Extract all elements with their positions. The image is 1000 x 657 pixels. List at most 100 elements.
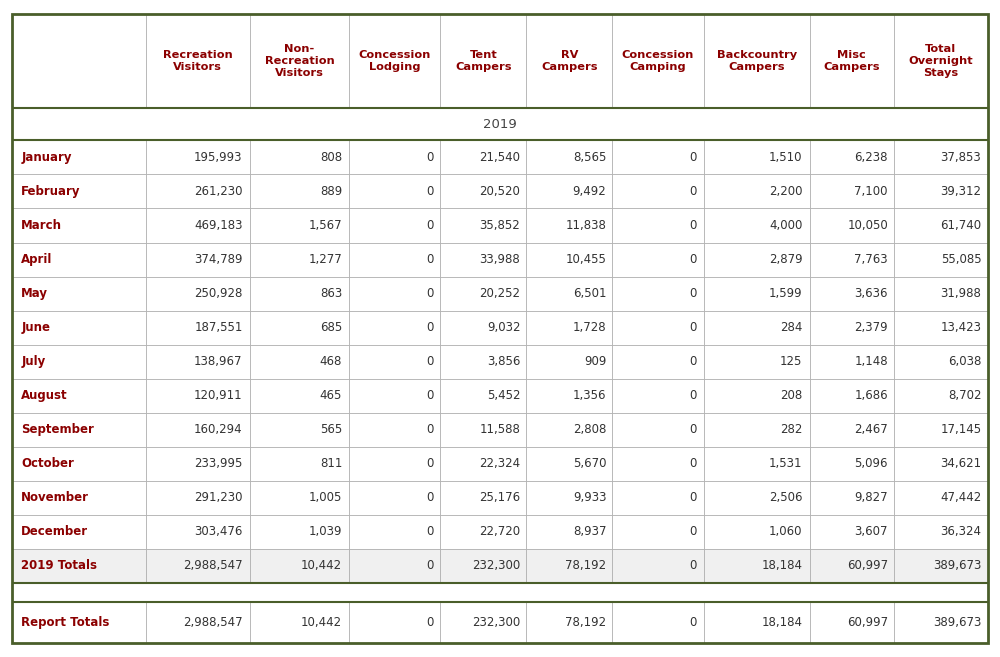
Bar [526, 549, 612, 583]
Bar [810, 514, 894, 549]
Bar [526, 413, 612, 447]
Text: 8,702: 8,702 [948, 389, 981, 402]
Bar [704, 311, 810, 344]
Text: 468: 468 [320, 355, 342, 368]
Text: 284: 284 [780, 321, 802, 334]
Bar [349, 413, 440, 447]
Text: 2019 Totals: 2019 Totals [21, 559, 97, 572]
Text: 160,294: 160,294 [194, 423, 243, 436]
Text: 1,567: 1,567 [309, 219, 342, 232]
Bar [704, 175, 810, 208]
Text: 909: 909 [584, 355, 606, 368]
Bar [526, 602, 612, 643]
Bar [440, 277, 526, 311]
Text: 17,145: 17,145 [940, 423, 981, 436]
Bar [146, 242, 250, 277]
Bar [526, 141, 612, 175]
Bar [440, 602, 526, 643]
Text: 3,607: 3,607 [854, 525, 888, 538]
Bar [612, 344, 704, 378]
Text: November: November [21, 491, 89, 504]
Bar [810, 242, 894, 277]
Text: 47,442: 47,442 [940, 491, 981, 504]
Text: July: July [21, 355, 46, 368]
Bar [810, 311, 894, 344]
Text: January: January [21, 151, 72, 164]
Text: 39,312: 39,312 [940, 185, 981, 198]
Bar [440, 141, 526, 175]
Bar [704, 413, 810, 447]
Bar [349, 175, 440, 208]
Text: 61,740: 61,740 [940, 219, 981, 232]
Bar [146, 514, 250, 549]
Bar [12, 141, 146, 175]
Text: 20,520: 20,520 [479, 185, 520, 198]
Text: 21,540: 21,540 [479, 151, 520, 164]
Bar [526, 208, 612, 242]
Text: 11,838: 11,838 [565, 219, 606, 232]
Bar [349, 549, 440, 583]
Bar [146, 344, 250, 378]
Text: 187,551: 187,551 [194, 321, 243, 334]
Text: 0: 0 [690, 219, 697, 232]
Text: 10,442: 10,442 [301, 559, 342, 572]
Bar [526, 175, 612, 208]
Bar [146, 141, 250, 175]
Bar [810, 602, 894, 643]
Bar [612, 277, 704, 311]
Bar [612, 413, 704, 447]
Bar [894, 447, 988, 481]
Bar [810, 481, 894, 514]
Text: 13,423: 13,423 [940, 321, 981, 334]
Bar [12, 108, 988, 141]
Text: 36,324: 36,324 [940, 525, 981, 538]
Bar [349, 311, 440, 344]
Bar [250, 277, 349, 311]
Bar [146, 481, 250, 514]
Text: 18,184: 18,184 [761, 616, 802, 629]
Bar [704, 344, 810, 378]
Text: Recreation
Visitors: Recreation Visitors [163, 50, 233, 72]
Text: 465: 465 [320, 389, 342, 402]
Text: Report Totals: Report Totals [21, 616, 110, 629]
Bar [349, 14, 440, 108]
Bar [810, 344, 894, 378]
Bar [526, 481, 612, 514]
Text: 1,728: 1,728 [573, 321, 606, 334]
Text: 389,673: 389,673 [933, 616, 981, 629]
Text: 10,455: 10,455 [565, 253, 606, 266]
Text: 0: 0 [690, 491, 697, 504]
Text: 0: 0 [690, 389, 697, 402]
Bar [146, 277, 250, 311]
Text: 0: 0 [427, 355, 434, 368]
Text: 1,039: 1,039 [309, 525, 342, 538]
Bar [526, 378, 612, 413]
Bar [894, 277, 988, 311]
Text: Concession
Lodging: Concession Lodging [359, 50, 431, 72]
Text: 2,200: 2,200 [769, 185, 802, 198]
Bar [146, 413, 250, 447]
Text: 863: 863 [320, 287, 342, 300]
Bar [810, 277, 894, 311]
Text: 0: 0 [427, 389, 434, 402]
Text: Backcountry
Campers: Backcountry Campers [717, 50, 797, 72]
Text: 195,993: 195,993 [194, 151, 243, 164]
Text: 18,184: 18,184 [761, 559, 802, 572]
Text: 5,452: 5,452 [487, 389, 520, 402]
Text: 303,476: 303,476 [194, 525, 243, 538]
Text: 1,686: 1,686 [854, 389, 888, 402]
Bar [612, 141, 704, 175]
Bar [349, 208, 440, 242]
Text: 1,005: 1,005 [309, 491, 342, 504]
Text: 1,148: 1,148 [854, 355, 888, 368]
Bar [894, 242, 988, 277]
Text: April: April [21, 253, 53, 266]
Text: 11,588: 11,588 [479, 423, 520, 436]
Text: 34,621: 34,621 [940, 457, 981, 470]
Text: 261,230: 261,230 [194, 185, 243, 198]
Bar [12, 447, 146, 481]
Text: 125: 125 [780, 355, 802, 368]
Bar [704, 549, 810, 583]
Text: 685: 685 [320, 321, 342, 334]
Bar [440, 514, 526, 549]
